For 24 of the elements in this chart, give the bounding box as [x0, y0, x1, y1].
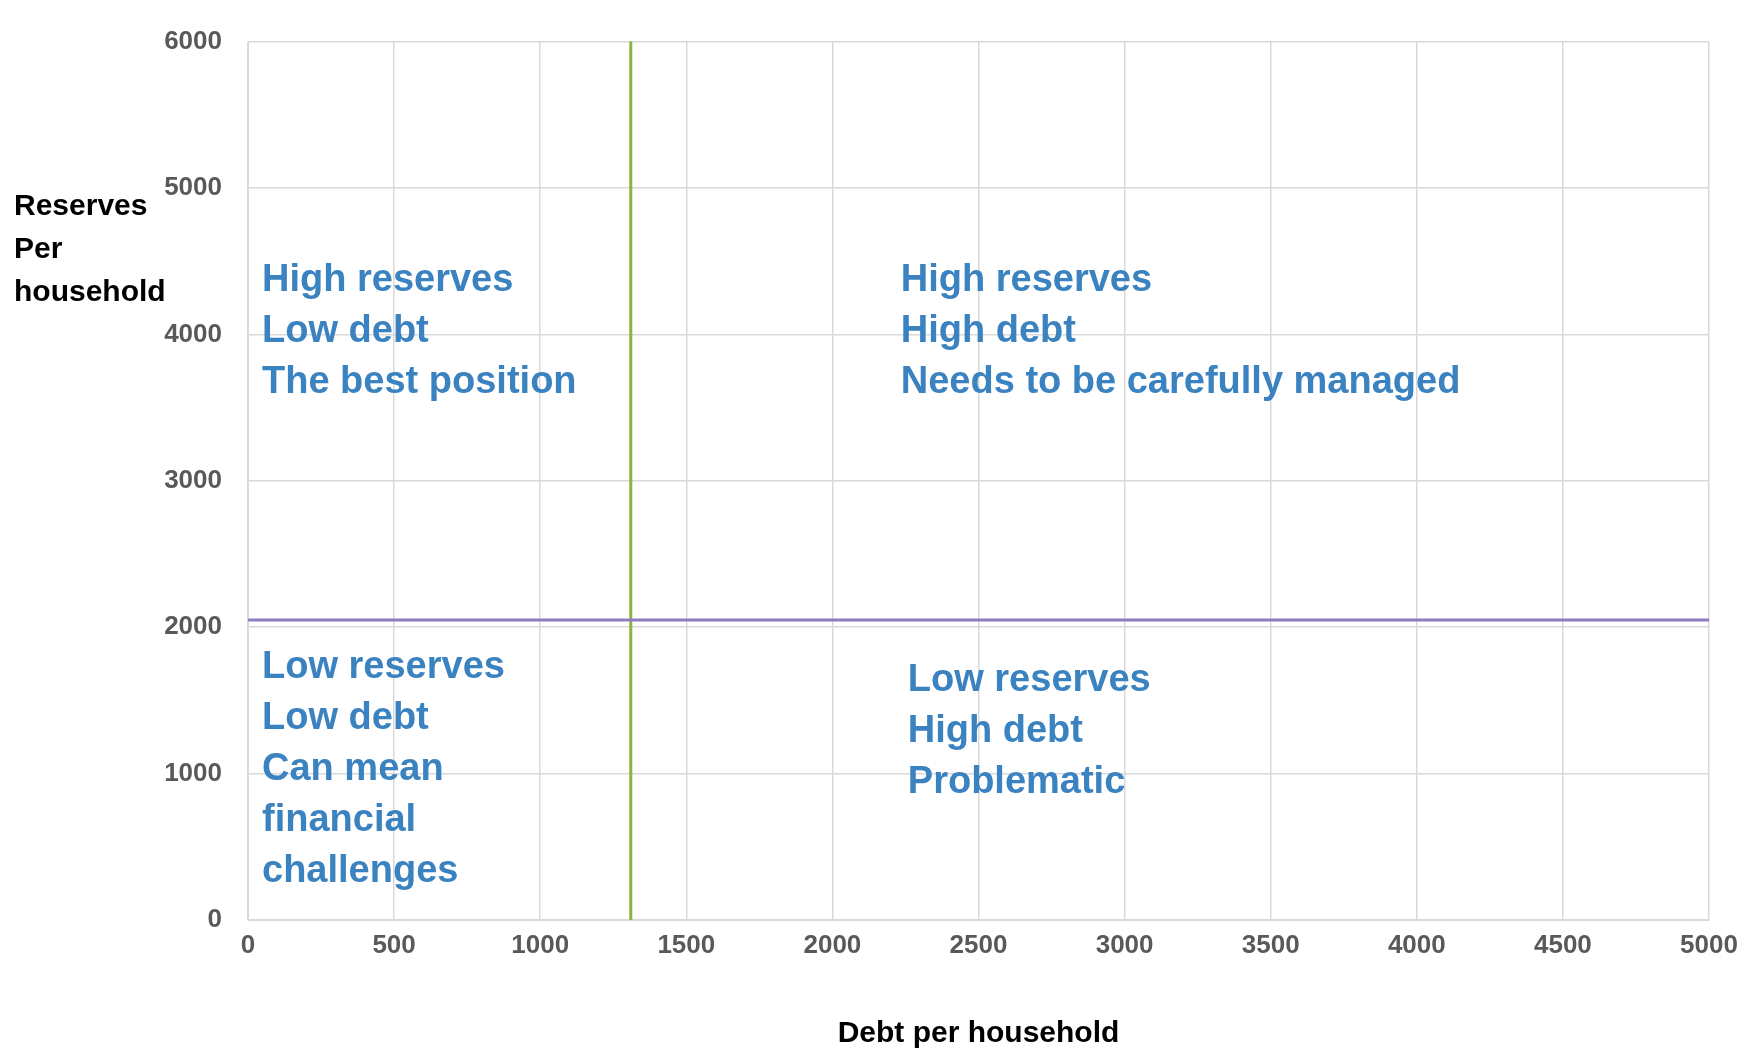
y-axis-title: Reserves Per household — [14, 188, 166, 307]
x-tick-label: 4000 — [1387, 928, 1446, 959]
y-tick-label: 2000 — [164, 610, 222, 641]
y-tick-label: 0 — [207, 903, 222, 934]
x-tick-label: 2000 — [803, 928, 862, 959]
x-tick-label: 3500 — [1241, 928, 1300, 959]
x-tick-label: 4500 — [1533, 928, 1592, 959]
x-axis-title: Debt per household — [837, 1015, 1120, 1048]
x-tick-label: 2500 — [949, 928, 1008, 959]
y-tick-label: 3000 — [164, 463, 222, 494]
x-tick-label: 5000 — [1680, 928, 1738, 959]
y-tick-label: 6000 — [164, 24, 222, 55]
x-tick-label: 500 — [372, 928, 416, 959]
annotation: High reserves High debt Needs to be carefully managed — [900, 257, 1461, 402]
x-tick-label: 0 — [240, 928, 256, 959]
annotation: Low reserves High debt Problematic — [907, 657, 1151, 802]
x-tick-label: 1000 — [511, 928, 570, 959]
y-tick-label: 1000 — [164, 756, 222, 787]
x-tick-label: 3000 — [1095, 928, 1154, 959]
annotation: Low reserves Low debt Can mean financial challenges — [262, 644, 505, 891]
y-tick-label: 5000 — [164, 171, 222, 202]
x-tick-label: 1500 — [657, 928, 716, 959]
annotation: High reserves Low debt The best position — [262, 257, 577, 402]
y-tick-label: 4000 — [164, 317, 222, 348]
